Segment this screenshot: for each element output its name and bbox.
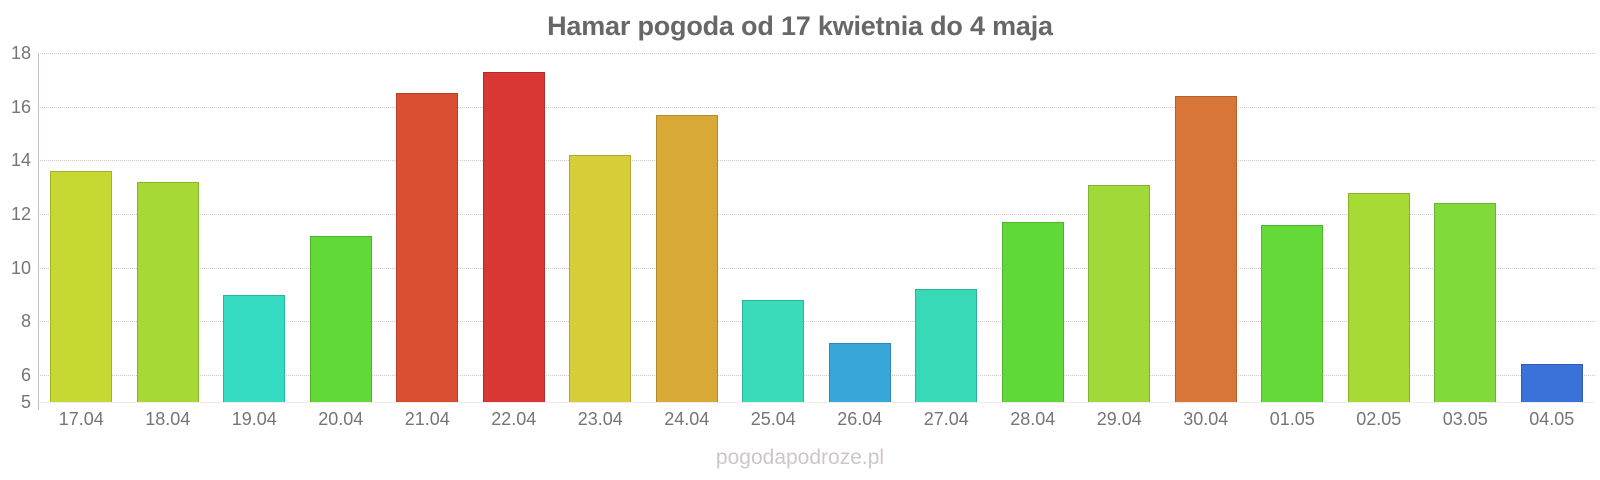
x-axis-label: 20.04	[318, 409, 364, 429]
y-axis-tick-label: 14	[10, 150, 31, 171]
bar-26.04[interactable]	[828, 342, 891, 402]
bar-slot	[384, 53, 471, 402]
x-axis-label: 22.04	[491, 409, 537, 429]
x-axis-label: 17.04	[58, 409, 104, 429]
gridline	[38, 53, 1595, 54]
x-axis-label: 21.04	[404, 409, 450, 429]
bar-slot	[1163, 53, 1250, 402]
plot-area	[38, 53, 1595, 410]
y-axis-tick-label: 18	[10, 43, 31, 63]
bar-28.04[interactable]	[1001, 222, 1064, 402]
x-axis: 17.04 18.04 19.04 20.04 21.04 22.04 23.04 24.04…	[38, 409, 1595, 430]
bar-21.04[interactable]	[396, 93, 459, 402]
bar-18.04[interactable]	[136, 181, 199, 402]
bar-slot	[471, 53, 558, 402]
x-axis-label: 18.04	[145, 409, 191, 429]
bar-01.05[interactable]	[1261, 224, 1324, 402]
x-axis-label: 23.04	[577, 409, 623, 429]
y-axis-tick-label: 5	[20, 392, 31, 412]
bar-slot	[730, 53, 817, 402]
bar-04.05[interactable]	[1520, 364, 1583, 402]
y-axis-line	[38, 53, 39, 410]
watermark: pogodapodroze.pl	[715, 446, 885, 469]
bar-slot	[1422, 53, 1509, 402]
bar-slot	[125, 53, 212, 402]
bar-24.04[interactable]	[655, 114, 718, 402]
bar-slot	[557, 53, 644, 402]
bar-slot	[298, 53, 385, 402]
bar-29.04[interactable]	[1088, 184, 1151, 402]
bar-23.04[interactable]	[569, 155, 632, 402]
bar-20.04[interactable]	[309, 235, 372, 402]
bar-17.04[interactable]	[50, 171, 113, 402]
y-axis-tick-label: 16	[10, 96, 31, 117]
x-axis-label: 26.04	[837, 409, 883, 429]
x-axis-label: 28.04	[1010, 409, 1056, 429]
chart-title: Hamar pogoda od 17 kwietnia do 4 maja	[547, 11, 1053, 41]
bar-slot	[1249, 53, 1336, 402]
bar-25.04[interactable]	[742, 300, 805, 402]
x-axis-label: 19.04	[231, 409, 277, 429]
bar-slot	[1076, 53, 1163, 402]
bar-22.04[interactable]	[482, 71, 545, 402]
gridline	[38, 214, 1595, 216]
bar-slot	[38, 53, 125, 402]
bar-30.04[interactable]	[1174, 95, 1237, 402]
bar-slot	[1509, 53, 1596, 402]
bar-27.04[interactable]	[915, 289, 978, 402]
gridline	[38, 106, 1595, 108]
x-axis-label: 27.04	[923, 409, 969, 429]
bar-02.05[interactable]	[1347, 192, 1410, 402]
x-axis-label: 02.05	[1356, 409, 1402, 429]
bars-row	[38, 53, 1595, 402]
bar-19.04[interactable]	[223, 294, 286, 402]
x-axis-label: 04.05	[1529, 409, 1575, 429]
x-axis-label: 29.04	[1096, 409, 1142, 429]
bar-slot	[211, 53, 298, 402]
x-axis-label: 24.04	[664, 409, 710, 429]
bar-slot	[990, 53, 1077, 402]
y-axis-tick-label: 10	[10, 257, 31, 278]
y-axis-tick-label: 8	[20, 311, 31, 332]
bar-slot	[644, 53, 731, 402]
x-axis-label: 03.05	[1442, 409, 1488, 429]
bar-slot	[903, 53, 990, 402]
gridline	[38, 160, 1595, 162]
y-axis: 18 16 14 12 10 8 6 5	[0, 44, 31, 411]
x-axis-label: 01.05	[1269, 409, 1315, 429]
gridline	[38, 375, 1595, 377]
gridline	[38, 267, 1595, 269]
bar-slot	[1336, 53, 1423, 402]
y-axis-tick-label: 6	[20, 365, 31, 386]
gridline	[38, 321, 1595, 323]
bar-03.05[interactable]	[1434, 203, 1497, 402]
bar-slot	[817, 53, 904, 402]
x-axis-label: 25.04	[750, 409, 796, 429]
y-axis-tick-label: 12	[10, 204, 31, 225]
x-axis-label: 30.04	[1183, 409, 1229, 429]
